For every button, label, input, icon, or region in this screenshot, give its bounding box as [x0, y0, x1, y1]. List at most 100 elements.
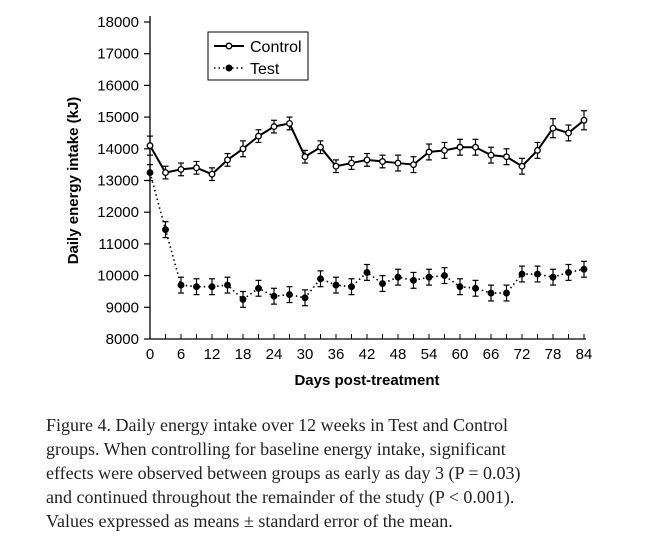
control-data-point	[146, 142, 154, 150]
x-tick-label: 48	[390, 346, 407, 363]
control-data-point	[301, 153, 309, 161]
control-data-point	[472, 143, 479, 151]
control-data-point	[456, 143, 464, 151]
chart-svg: 8000 9000 10000 11000 12000 13000 14000 15000 16…	[65, 14, 593, 389]
control-data-point	[518, 162, 526, 170]
x-tick-label: 78	[545, 346, 562, 363]
x-tick-label: 18	[235, 346, 252, 363]
figure-caption: Figure 4. Daily energy intake over 12 we…	[46, 413, 624, 533]
x-tick-label: 24	[266, 346, 283, 363]
x-tick-label: 36	[328, 346, 345, 363]
control-data-point	[379, 158, 386, 165]
test-data-point	[363, 268, 371, 276]
test-data-point	[487, 289, 495, 297]
control-data-point	[363, 156, 371, 164]
legend-control-label: Control	[250, 39, 302, 56]
y-tick-label: 15000	[97, 109, 139, 126]
legend-test-marker	[225, 64, 233, 72]
y-tick-label: 10000	[97, 268, 139, 285]
test-series-line	[149, 172, 585, 301]
caption-line: Figure 4. Daily energy intake over 12 we…	[46, 415, 508, 435]
x-tick-label: 30	[297, 346, 314, 363]
control-data-point	[270, 123, 278, 131]
control-data-point	[193, 164, 200, 172]
y-tick-label: 9000	[106, 299, 139, 316]
y-axis-title: Daily energy intake (kJ)	[65, 97, 82, 265]
caption-line: and continued throughout the remainder o…	[46, 487, 515, 507]
x-tick-label: 0	[146, 346, 154, 363]
control-data-point	[317, 143, 324, 151]
test-data-point	[162, 226, 169, 234]
test-data-point	[410, 276, 417, 284]
control-data-point	[503, 153, 510, 161]
x-axis-title: Days post-treatment	[294, 372, 439, 389]
y-tick-label: 13000	[97, 173, 139, 190]
y-tick-label: 16000	[97, 77, 139, 94]
test-data-point	[549, 273, 557, 281]
caption-line: Values expressed as means ± standard err…	[46, 511, 453, 531]
test-data-point	[503, 289, 510, 297]
control-data-point	[177, 165, 185, 173]
test-data-point	[518, 270, 526, 278]
control-data-point	[487, 151, 495, 159]
y-tick-label: 18000	[97, 14, 139, 31]
caption-line: effects were observed between groups as …	[46, 463, 521, 483]
legend-control-marker	[225, 42, 233, 50]
control-data-point	[549, 124, 557, 132]
test-data-point	[580, 265, 588, 273]
legend-test-label: Test	[250, 61, 280, 78]
control-data-point	[534, 146, 541, 154]
x-tick-label: 84	[576, 346, 593, 363]
x-tick-label: 6	[177, 346, 185, 363]
test-data-point	[472, 284, 479, 292]
control-data-point	[224, 156, 231, 164]
control-data-point	[348, 159, 355, 167]
test-data-point	[348, 283, 355, 291]
energy-intake-chart: 8000 9000 10000 11000 12000 13000 14000 15000 16…	[65, 14, 593, 389]
legend-box	[207, 31, 309, 81]
x-tick-label: 72	[514, 346, 531, 363]
control-data-point	[394, 159, 402, 167]
test-data-point	[146, 169, 154, 177]
y-tick-label: 17000	[97, 46, 139, 63]
test-data-point	[224, 281, 231, 289]
test-data-point	[317, 275, 324, 283]
control-data-point	[580, 116, 588, 124]
control-data-point	[239, 145, 247, 153]
test-data-point	[193, 283, 200, 291]
control-data-point	[425, 148, 433, 156]
x-tick-label: 60	[452, 346, 469, 363]
y-tick-label: 11000	[98, 236, 139, 253]
x-tick-label: 42	[359, 346, 376, 363]
control-data-point	[441, 146, 448, 154]
test-data-point	[177, 281, 185, 289]
y-tick-label: 12000	[97, 204, 139, 221]
x-tick-label: 12	[204, 346, 221, 363]
test-data-point	[301, 294, 309, 302]
test-data-point	[208, 283, 216, 291]
y-tick-label: 14000	[97, 141, 139, 158]
test-data-point	[332, 281, 340, 289]
test-data-point	[270, 292, 278, 300]
control-data-point	[255, 132, 262, 140]
test-data-point	[239, 295, 247, 303]
control-data-point	[286, 119, 293, 127]
test-data-point	[565, 268, 572, 276]
test-data-point	[286, 291, 293, 299]
x-tick-label: 66	[483, 346, 500, 363]
test-data-point	[425, 273, 433, 281]
test-data-point	[534, 270, 541, 278]
test-data-point	[394, 273, 402, 281]
control-data-point	[410, 161, 417, 169]
y-tick-label: 8000	[106, 331, 139, 348]
x-tick-label: 54	[421, 346, 438, 363]
control-data-point	[332, 162, 340, 170]
control-data-point	[565, 129, 572, 137]
control-data-point	[208, 170, 216, 178]
test-data-point	[379, 280, 386, 287]
test-data-point	[255, 284, 262, 292]
caption-line: groups. When controlling for baseline en…	[46, 439, 506, 459]
control-data-point	[162, 169, 169, 177]
test-data-point	[441, 272, 448, 280]
test-data-point	[456, 283, 464, 291]
